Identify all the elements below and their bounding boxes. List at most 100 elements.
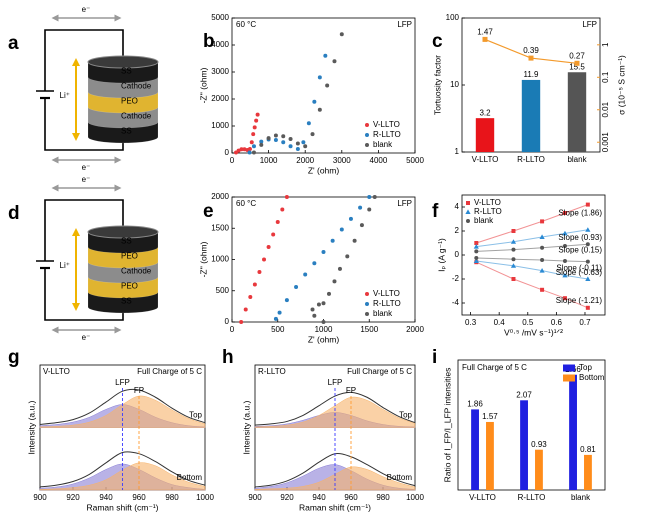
layer-label: PEO [121,252,138,261]
y-tick-label: -4 [452,298,460,307]
data-point [539,234,545,239]
y-tick-label: 1500 [211,223,229,232]
data-point [251,132,256,137]
x-tick-label: 0.4 [494,318,506,327]
y-tick-label: 500 [216,286,230,295]
y2-tick-label: 1 [601,42,610,47]
data-point [252,125,257,130]
data-point [323,53,328,58]
data-point [247,146,252,151]
x-tick-label: 500 [271,325,285,334]
data-point [510,239,517,244]
slope-label: Slope (-0.63) [556,268,603,277]
envelope [39,451,206,488]
x-tick-label: V-LLTO [472,155,499,164]
ion-label: Li⁺ [60,91,70,100]
x-tick-label: 920 [66,493,80,502]
x-tick-label: 4000 [370,156,388,165]
legend-label: blank [474,216,494,225]
layer-label: PEO [121,282,138,291]
y-tick-label: 10 [450,80,459,89]
y-tick-label: 100 [446,13,460,22]
x-tick-label: 1000 [406,493,424,502]
data-point [511,229,516,233]
fit-line [476,257,588,263]
slope-label: Slope (0.15) [558,245,602,254]
data-point [259,139,264,144]
x-axis-label: Z' (ohm) [308,334,340,344]
data-point [247,150,252,155]
layer [87,261,159,284]
data-point [540,245,545,250]
data-point [585,276,591,281]
data-point [474,241,479,245]
data-point [345,254,350,259]
legend-label: Bottom [579,373,605,382]
area [254,396,416,428]
data-point [284,298,289,303]
area [39,395,206,428]
data-point [281,134,286,139]
panel-title: V-LLTO [43,367,70,376]
data-point [252,282,257,287]
data-point [511,277,516,281]
x-tick-label: 920 [280,493,294,502]
annotation: Full Charge of 5 C [462,363,527,372]
x-axis-label: Raman shift (cm⁻¹) [299,502,371,512]
layer-label: Cathode [121,112,152,121]
y-tick-label: 4 [455,202,460,211]
y-tick-label: 2000 [211,192,229,201]
y-axis-label: Tortuosity factor [432,55,442,115]
data-point [317,107,322,112]
data-point [539,268,545,273]
slope-label: Slope (-0.11) [556,264,602,273]
bar [520,400,528,490]
panel-letter: c [432,31,443,52]
y-axis-label: Intensity (a.u.) [26,400,36,454]
panel-subtitle: Full Charge of 5 C [347,367,412,376]
layer [87,91,159,114]
data-point [266,136,271,141]
x-axis-label: Z' (ohm) [308,165,340,175]
envelope [254,391,416,426]
data-point [310,307,315,312]
y-tick-label: 1 [455,147,460,156]
layer [87,106,159,129]
data-point [321,250,326,254]
legend-marker [365,312,369,316]
data-point [262,257,267,262]
wire [44,98,124,151]
data-point [585,242,590,247]
legend-marker [365,302,369,306]
layer-label: SS [121,237,132,246]
x-tick-label: 900 [33,493,47,502]
data-point [288,144,293,149]
value-label: 3.2 [479,108,491,117]
x-tick-label: 0 [230,156,235,165]
marker-label: FP [346,386,356,395]
panel-letter: a [8,33,19,54]
data-point [284,195,289,199]
y-tick-label: 2000 [211,94,229,103]
data-point [239,147,244,152]
wire [44,199,124,261]
data-point [562,259,567,263]
data-point [306,121,311,126]
data-point [266,245,271,249]
data-point [317,75,322,80]
data-point [562,244,567,248]
value-label: 11.9 [524,70,540,79]
x-tick-label: 0.3 [465,318,477,327]
data-point [585,305,590,310]
value-label: 1.86 [467,400,483,409]
data-point [474,256,479,260]
data-point [303,144,308,149]
data-point [352,238,357,243]
data-point [330,238,335,243]
data-point [312,99,317,104]
slope-label: Slope (1.86) [558,209,602,218]
legend-marker [465,209,471,214]
plot-frame [231,17,416,154]
x-tick-label: 1000 [260,156,278,165]
data-point [510,263,517,268]
